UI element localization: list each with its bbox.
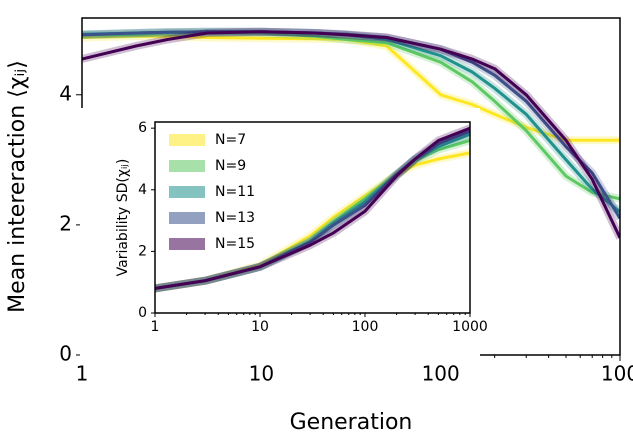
lines (82, 27, 620, 240)
inset-background (80, 108, 480, 361)
y-tick-label: 0 (59, 342, 72, 366)
legend-label: N=13 (215, 210, 255, 226)
series-line (155, 126, 470, 290)
x-tick-label: 1 (151, 319, 160, 335)
legend-label: N=15 (215, 236, 255, 252)
legend: N=7 N=9 N=11 N=13 N=15 (169, 132, 255, 252)
y-tick-label: 2 (138, 243, 147, 259)
x-tick-label: 1000 (452, 319, 488, 335)
legend-swatch (169, 186, 205, 198)
legend-label: N=9 (215, 158, 246, 174)
legend-swatch (169, 134, 205, 146)
y-tick-label: 0 (138, 305, 147, 321)
y-tick-label: 2 (59, 211, 72, 235)
lines (155, 124, 470, 293)
axes-frame (154, 121, 471, 314)
x-tick-label: 100 (352, 319, 379, 335)
y-tick-label: 4 (59, 81, 72, 105)
y-tick-label: 4 (138, 182, 147, 198)
legend-swatch (169, 160, 205, 172)
y-tick-label: 6 (138, 120, 147, 136)
series-line (82, 30, 620, 239)
legend-swatch (169, 238, 205, 250)
legend-label: N=7 (215, 132, 246, 148)
x-tick-label: 10 (251, 319, 269, 335)
plot-1: 1 10 100 1000 0 2 4 6 Variability SD(χᵢⱼ) (80, 108, 488, 361)
legend-label: N=11 (215, 184, 255, 200)
x-tick-label: 1 (76, 362, 89, 386)
legend-swatch (169, 212, 205, 224)
x-tick-label: 100 (422, 362, 460, 386)
x-tick-label: 10 (249, 362, 274, 386)
y-axis-label: Mean intereraction ⟨χᵢⱼ⟩ (5, 60, 30, 313)
y-axis-label: Variability SD(χᵢⱼ) (115, 159, 131, 277)
x-axis-label: Generation (290, 410, 413, 435)
x-tick-label: 100 (601, 362, 633, 386)
